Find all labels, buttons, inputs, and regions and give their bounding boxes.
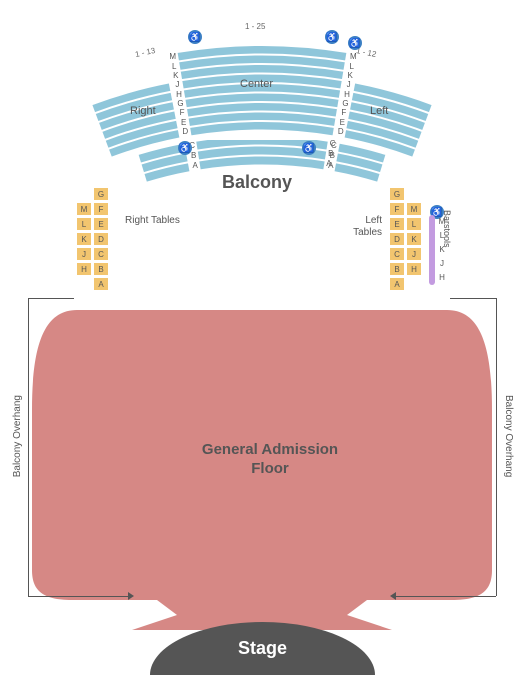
center-label: Center (240, 78, 273, 90)
range-center: 1 - 25 (245, 22, 265, 31)
barstools-label: Barstools (442, 210, 452, 248)
table-seat[interactable]: A (389, 277, 405, 291)
table-seat[interactable]: J (406, 247, 422, 261)
table-seat[interactable]: E (93, 217, 109, 231)
table-seat[interactable]: D (93, 232, 109, 246)
table-seat[interactable]: B (389, 262, 405, 276)
seating-chart: MLKJHGFED MLKJHGFED 1 - 13 1 - 25 1 - 12… (0, 0, 525, 675)
table-seat[interactable]: L (406, 217, 422, 231)
right-tables-label: Right Tables (125, 215, 180, 227)
table-seat[interactable]: F (93, 202, 109, 216)
ga-label: General Admission Floor (190, 440, 350, 478)
table-seat[interactable]: G (93, 187, 109, 201)
accessible-icon: ♿ (178, 141, 192, 155)
table-seat[interactable]: K (406, 232, 422, 246)
table-seat[interactable]: G (389, 187, 405, 201)
balcony-title: Balcony (222, 172, 292, 193)
table-seat[interactable]: H (406, 262, 422, 276)
accessible-icon: ♿ (302, 141, 316, 155)
table-seat[interactable]: M (406, 202, 422, 216)
barstool-seat[interactable] (429, 215, 435, 285)
table-seat[interactable]: M (76, 202, 92, 216)
accessible-icon: ♿ (188, 30, 202, 44)
table-seat[interactable]: L (76, 217, 92, 231)
table-seat[interactable]: J (76, 247, 92, 261)
overhang-left-label: Balcony Overhang (12, 395, 23, 477)
accessible-icon: ♿ (325, 30, 339, 44)
table-seat[interactable]: F (389, 202, 405, 216)
right-label: Right (130, 105, 156, 117)
table-seat[interactable]: E (389, 217, 405, 231)
table-seat[interactable]: H (76, 262, 92, 276)
table-seat[interactable]: C (93, 247, 109, 261)
table-seat[interactable]: A (93, 277, 109, 291)
accessible-icon: ♿ (348, 36, 362, 50)
left-label: Left (370, 105, 388, 117)
table-seat[interactable]: K (76, 232, 92, 246)
table-seat[interactable]: B (93, 262, 109, 276)
left-tables-label: Left Tables (342, 215, 382, 239)
overhang-right-label: Balcony Overhang (503, 395, 514, 477)
stage-label: Stage (238, 638, 287, 659)
table-seat[interactable]: C (389, 247, 405, 261)
table-seat[interactable]: D (389, 232, 405, 246)
